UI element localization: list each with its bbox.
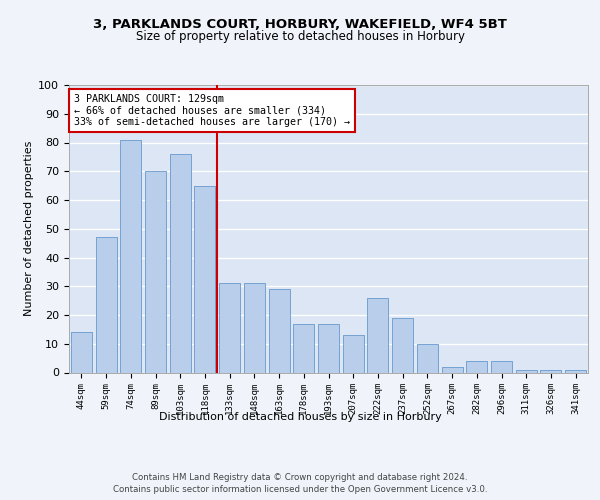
Bar xyxy=(145,171,166,372)
Bar xyxy=(120,140,141,372)
Bar xyxy=(442,367,463,372)
Bar xyxy=(392,318,413,372)
Bar xyxy=(417,344,438,372)
Bar xyxy=(244,284,265,372)
Bar xyxy=(516,370,537,372)
Bar xyxy=(170,154,191,372)
Text: 3 PARKLANDS COURT: 129sqm
← 66% of detached houses are smaller (334)
33% of semi: 3 PARKLANDS COURT: 129sqm ← 66% of detac… xyxy=(74,94,350,127)
Bar xyxy=(318,324,339,372)
Bar xyxy=(194,186,215,372)
Text: 3, PARKLANDS COURT, HORBURY, WAKEFIELD, WF4 5BT: 3, PARKLANDS COURT, HORBURY, WAKEFIELD, … xyxy=(93,18,507,30)
Bar xyxy=(269,289,290,372)
Bar xyxy=(219,284,240,372)
Bar xyxy=(491,361,512,372)
Bar xyxy=(565,370,586,372)
Text: Contains HM Land Registry data © Crown copyright and database right 2024.
Contai: Contains HM Land Registry data © Crown c… xyxy=(113,472,487,494)
Bar xyxy=(367,298,388,372)
Bar xyxy=(466,361,487,372)
Text: Distribution of detached houses by size in Horbury: Distribution of detached houses by size … xyxy=(158,412,442,422)
Bar xyxy=(293,324,314,372)
Y-axis label: Number of detached properties: Number of detached properties xyxy=(24,141,34,316)
Text: Size of property relative to detached houses in Horbury: Size of property relative to detached ho… xyxy=(136,30,464,43)
Bar xyxy=(541,370,562,372)
Bar xyxy=(71,332,92,372)
Bar xyxy=(95,238,116,372)
Bar xyxy=(343,335,364,372)
